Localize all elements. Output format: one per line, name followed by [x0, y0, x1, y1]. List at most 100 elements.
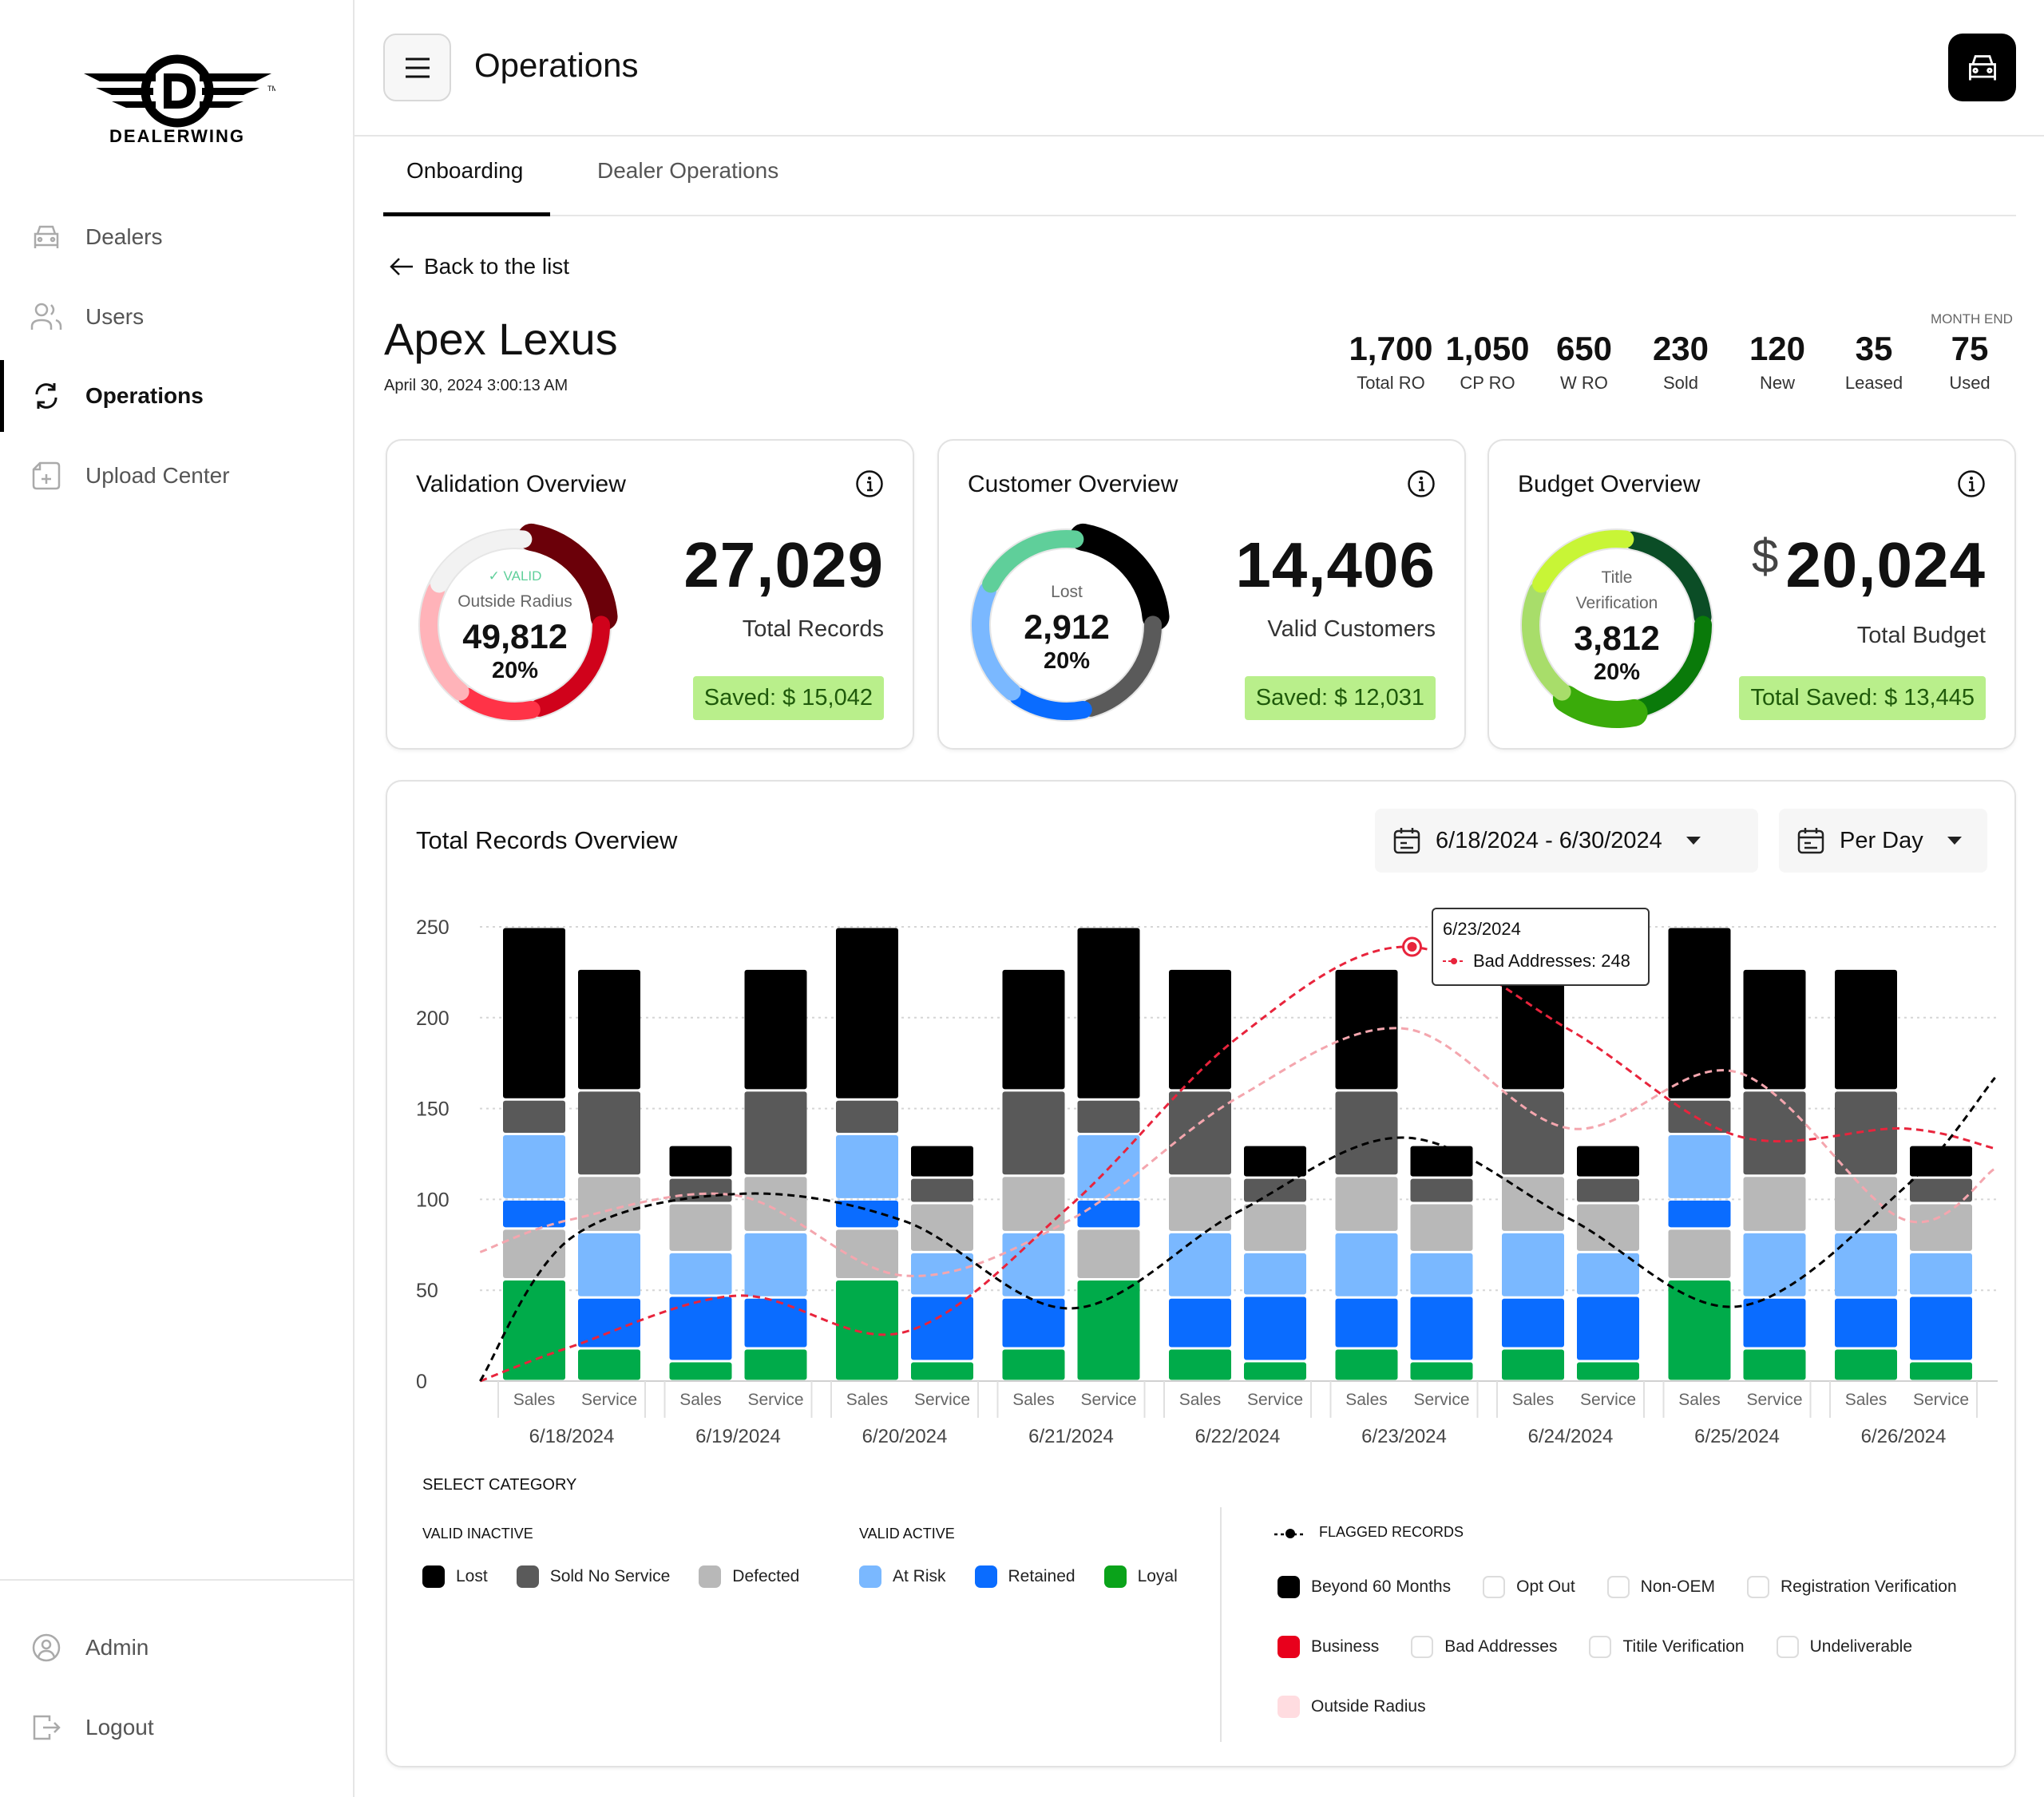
bar-segment-loyal[interactable]	[1002, 1349, 1065, 1380]
donut-segment[interactable]	[1623, 531, 1712, 627]
donut-segment[interactable]	[1631, 615, 1712, 717]
dealer-switch-button[interactable]	[1948, 34, 2016, 101]
bar-segment-sold-no-service[interactable]	[1410, 1178, 1473, 1202]
bar-segment-loyal[interactable]	[1743, 1349, 1806, 1380]
bar-segment-loyal[interactable]	[1668, 1280, 1731, 1380]
bar-segment-at-risk[interactable]	[1668, 1134, 1731, 1198]
bar-segment-defected[interactable]	[1502, 1177, 1564, 1231]
bar-segment-loyal[interactable]	[911, 1362, 973, 1380]
bar-segment-at-risk[interactable]	[1835, 1233, 1897, 1296]
bar-segment-defected[interactable]	[503, 1229, 565, 1279]
bar-segment-sold-no-service[interactable]	[1577, 1178, 1639, 1202]
sidebar-item-dealers[interactable]: Dealers	[0, 201, 353, 273]
bar-segment-at-risk[interactable]	[578, 1233, 640, 1296]
bar-segment-sold-no-service[interactable]	[744, 1091, 807, 1175]
bar-segment-at-risk[interactable]	[1335, 1233, 1398, 1296]
bar-segment-loyal[interactable]	[1244, 1362, 1306, 1380]
bar-segment-sold-no-service[interactable]	[1835, 1091, 1897, 1175]
bar-segment-defected[interactable]	[836, 1229, 898, 1279]
donut-segment[interactable]	[1532, 530, 1634, 593]
sidebar-item-operations[interactable]: Operations	[0, 360, 353, 432]
bar-segment-sold-no-service[interactable]	[1169, 1091, 1231, 1175]
bar-segment-at-risk[interactable]	[503, 1134, 565, 1198]
bar-segment-lost[interactable]	[1502, 969, 1564, 1090]
legend-item-sold-no-service[interactable]: Sold No Service	[516, 1565, 670, 1588]
bar-segment-at-risk[interactable]	[1169, 1233, 1231, 1296]
bar-segment-loyal[interactable]	[744, 1349, 807, 1380]
bar-segment-defected[interactable]	[1077, 1229, 1140, 1279]
bar-segment-loyal[interactable]	[578, 1349, 640, 1380]
period-dropdown[interactable]: Per Day	[1779, 809, 1987, 873]
menu-button[interactable]	[383, 34, 451, 101]
bar-segment-defected[interactable]	[669, 1204, 732, 1251]
legend-item-loyal[interactable]: Loyal	[1103, 1565, 1178, 1588]
bar-segment-loyal[interactable]	[669, 1362, 732, 1380]
bar-segment-lost[interactable]	[1743, 969, 1806, 1090]
bar-segment-at-risk[interactable]	[744, 1233, 807, 1296]
bar-segment-lost[interactable]	[1668, 928, 1731, 1098]
bar-segment-lost[interactable]	[911, 1146, 973, 1177]
dealerwing-logo[interactable]: TM DEALERWING	[80, 49, 275, 149]
info-icon[interactable]	[855, 469, 884, 498]
bar-segment-lost[interactable]	[1410, 1146, 1473, 1177]
bar-segment-lost[interactable]	[1002, 969, 1065, 1090]
highlight-point[interactable]	[1407, 942, 1417, 952]
donut-segment[interactable]	[1552, 685, 1648, 728]
bar-segment-lost[interactable]	[578, 969, 640, 1090]
bar-segment-retained[interactable]	[1410, 1296, 1473, 1360]
legend-item-retained[interactable]: Retained	[974, 1565, 1075, 1588]
bar-segment-defected[interactable]	[1169, 1177, 1231, 1231]
bar-segment-retained[interactable]	[744, 1298, 807, 1348]
bar-segment-loyal[interactable]	[1169, 1349, 1231, 1380]
donut-segment[interactable]	[1009, 687, 1092, 720]
bar-segment-retained[interactable]	[1335, 1298, 1398, 1348]
sidebar-item-users[interactable]: Users	[0, 281, 353, 353]
bar-segment-loyal[interactable]	[1502, 1349, 1564, 1380]
bar-segment-loyal[interactable]	[503, 1280, 565, 1380]
bar-segment-at-risk[interactable]	[911, 1253, 973, 1295]
bar-segment-loyal[interactable]	[1577, 1362, 1639, 1380]
bar-segment-defected[interactable]	[1410, 1204, 1473, 1251]
bar-segment-retained[interactable]	[1077, 1200, 1140, 1228]
bar-segment-lost[interactable]	[1577, 1146, 1639, 1177]
bar-segment-sold-no-service[interactable]	[1668, 1100, 1731, 1133]
flagged-item-beyond-60-months[interactable]: Beyond 60 Months	[1278, 1576, 1451, 1598]
tab-onboarding[interactable]: Onboarding	[406, 158, 524, 183]
bar-segment-defected[interactable]	[1668, 1229, 1731, 1279]
bar-segment-defected[interactable]	[744, 1177, 807, 1231]
info-icon[interactable]	[1407, 469, 1436, 498]
flagged-item-opt-out[interactable]: Opt Out	[1483, 1576, 1575, 1598]
donut-segment[interactable]	[529, 615, 610, 717]
bar-segment-defected[interactable]	[1335, 1177, 1398, 1231]
donut-segment[interactable]	[1081, 615, 1162, 717]
bar-segment-at-risk[interactable]	[1410, 1253, 1473, 1295]
bar-segment-lost[interactable]	[1910, 1146, 1972, 1177]
sidebar-item-upload-center[interactable]: Upload Center	[0, 440, 353, 512]
bar-segment-sold-no-service[interactable]	[836, 1100, 898, 1133]
donut-segment[interactable]	[420, 581, 469, 701]
bar-segment-retained[interactable]	[1002, 1298, 1065, 1348]
bar-segment-at-risk[interactable]	[1502, 1233, 1564, 1296]
bar-segment-retained[interactable]	[669, 1296, 732, 1360]
bar-segment-lost[interactable]	[836, 928, 898, 1098]
bar-segment-defected[interactable]	[1743, 1177, 1806, 1231]
bar-segment-lost[interactable]	[1335, 969, 1398, 1090]
bar-segment-retained[interactable]	[1577, 1296, 1639, 1360]
bar-segment-defected[interactable]	[1910, 1204, 1972, 1251]
legend-item-at-risk[interactable]: At Risk	[859, 1565, 946, 1588]
donut-segment[interactable]	[1069, 523, 1170, 631]
bar-segment-lost[interactable]	[669, 1146, 732, 1177]
info-icon[interactable]	[1957, 469, 1986, 498]
bar-segment-retained[interactable]	[911, 1296, 973, 1360]
bar-segment-retained[interactable]	[1244, 1296, 1306, 1360]
bar-segment-loyal[interactable]	[836, 1280, 898, 1380]
flagged-item-undeliverable[interactable]: Undeliverable	[1776, 1636, 1912, 1658]
bar-segment-loyal[interactable]	[1410, 1362, 1473, 1380]
tab-dealer-operations[interactable]: Dealer Operations	[597, 158, 779, 183]
flagged-item-non-oem[interactable]: Non-OEM	[1606, 1576, 1715, 1598]
legend-item-defected[interactable]: Defected	[699, 1565, 799, 1588]
bar-segment-lost[interactable]	[1169, 969, 1231, 1090]
back-to-list-link[interactable]: Back to the list	[389, 254, 569, 279]
bar-segment-sold-no-service[interactable]	[578, 1091, 640, 1175]
bar-segment-loyal[interactable]	[1077, 1280, 1140, 1380]
